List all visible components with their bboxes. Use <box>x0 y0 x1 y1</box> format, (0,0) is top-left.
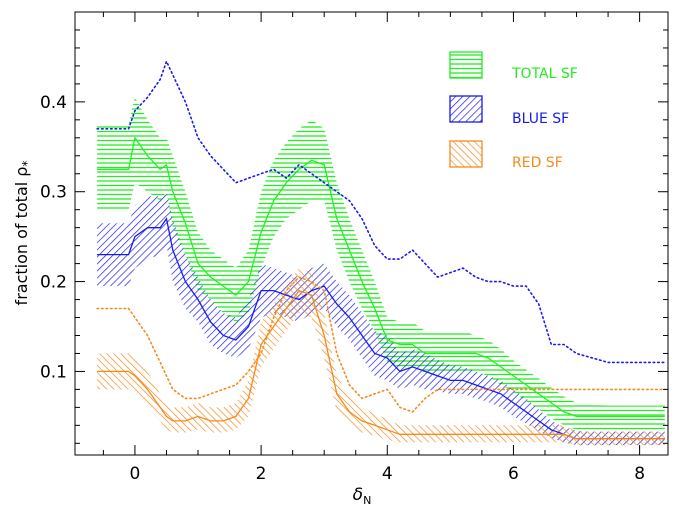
y-axis-label-main: fraction of total ρ <box>12 167 31 306</box>
legend-swatch-blue <box>449 95 483 123</box>
y-axis-label-sub: * <box>20 161 34 167</box>
y-tick-label: 0.4 <box>40 93 67 113</box>
y-tick-label: 0.1 <box>40 362 67 382</box>
series-line-total-sf <box>97 136 665 418</box>
legend-label-red: RED SF <box>512 155 563 171</box>
x-axis-label: δN <box>353 485 372 507</box>
band-total-sf <box>97 97 665 430</box>
x-tick-label: 0 <box>130 464 141 484</box>
dotted-line-blue-sf <box>96 59 666 364</box>
series-lines <box>97 136 665 440</box>
x-tick-label: 8 <box>634 464 645 484</box>
axis-tick-labels: 0 2 4 6 8 0.1 0.2 0.3 0.4 <box>40 93 645 484</box>
y-tick-label: 0.3 <box>40 183 67 203</box>
dotted-line-red-sf <box>96 276 666 413</box>
legend-item-total: TOTAL SF <box>449 51 578 82</box>
x-axis-label-main: δ <box>353 485 363 505</box>
x-tick-label: 2 <box>256 464 267 484</box>
axis-ticks <box>75 12 668 455</box>
series-line-blue-sf <box>97 217 665 440</box>
uncertainty-bands <box>97 97 665 446</box>
legend: TOTAL SF BLUE SF RED SF <box>449 51 578 171</box>
legend-item-red: RED SF <box>449 140 563 171</box>
band-blue-sf <box>97 191 665 446</box>
dotted-lines <box>96 59 666 413</box>
x-tick-label: 6 <box>508 464 519 484</box>
x-tick-label: 4 <box>382 464 393 484</box>
legend-label-blue: BLUE SF <box>512 111 569 127</box>
legend-swatch-total <box>449 51 483 79</box>
legend-item-blue: BLUE SF <box>449 95 569 127</box>
series-line-red-sf <box>97 289 665 440</box>
y-tick-label: 0.2 <box>40 273 67 293</box>
legend-swatch-red <box>449 140 483 168</box>
legend-label-total: TOTAL SF <box>511 66 578 82</box>
plot-frame <box>74 11 669 456</box>
x-axis-label-sub: N <box>363 494 371 507</box>
band-red-sf <box>97 268 665 446</box>
y-axis-label: fraction of total ρ* <box>12 161 34 306</box>
